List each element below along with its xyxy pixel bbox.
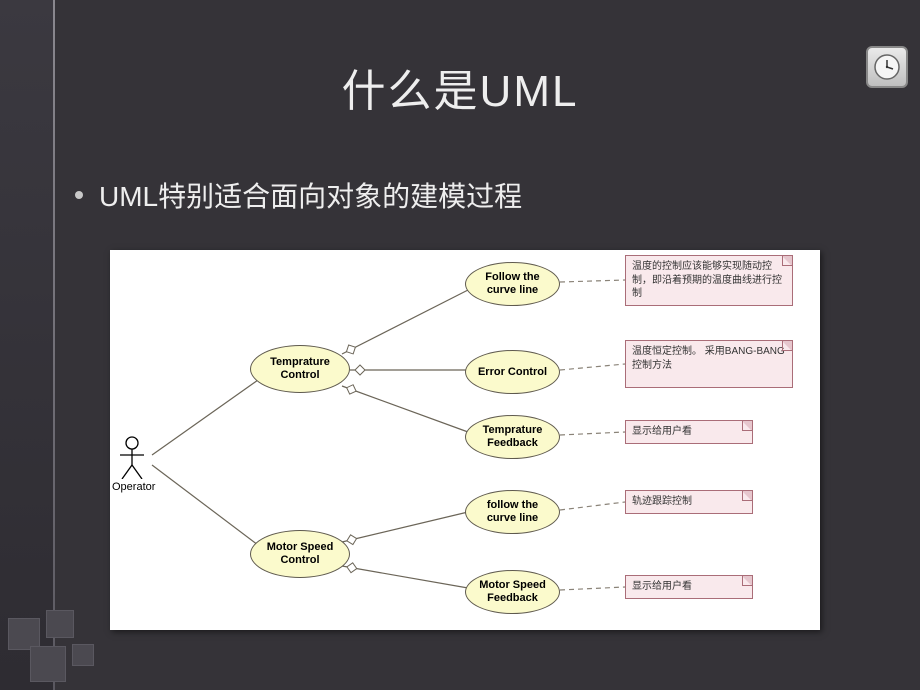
clock-icon	[866, 46, 908, 88]
usecase-follow1: Follow the curve line	[465, 262, 560, 306]
note-note3: 显示给用户看	[625, 420, 753, 444]
actor-label: Operator	[112, 481, 152, 493]
note-note4: 轨迹跟踪控制	[625, 490, 753, 514]
usecase-error-ctrl: Error Control	[465, 350, 560, 394]
usecase-temp-ctrl: Temprature Control	[250, 345, 350, 393]
usecase-label: Motor Speed Feedback	[465, 570, 560, 614]
usecase-temp-fb: Temprature Feedback	[465, 415, 560, 459]
usecase-label: Error Control	[465, 350, 560, 394]
usecase-label: Follow the curve line	[465, 262, 560, 306]
actor-operator: Operator	[112, 435, 152, 493]
slide-title: 什么是UML	[0, 55, 920, 119]
bullet-row: UML特别适合面向对象的建模过程	[75, 175, 522, 215]
bullet-text: UML特别适合面向对象的建模过程	[99, 175, 522, 215]
usecase-follow2: follow the curve line	[465, 490, 560, 534]
usecase-label: Motor Speed Control	[250, 530, 350, 578]
usecase-label: Temprature Control	[250, 345, 350, 393]
diagram-container: Operator Temprature Control Motor Speed Co…	[110, 250, 820, 630]
usecase-motor-ctrl: Motor Speed Control	[250, 530, 350, 578]
usecase-label: Temprature Feedback	[465, 415, 560, 459]
note-note5: 显示给用户看	[625, 575, 753, 599]
usecase-label: follow the curve line	[465, 490, 560, 534]
note-note2: 温度恒定控制。 采用BANG-BANG控制方法	[625, 340, 793, 388]
use-case-diagram: Operator Temprature Control Motor Speed Co…	[110, 250, 820, 630]
bullet-marker	[75, 191, 83, 199]
usecase-motor-fb: Motor Speed Feedback	[465, 570, 560, 614]
note-note1: 温度的控制应该能够实现随动控制，即沿着预期的温度曲线进行控制	[625, 255, 793, 306]
